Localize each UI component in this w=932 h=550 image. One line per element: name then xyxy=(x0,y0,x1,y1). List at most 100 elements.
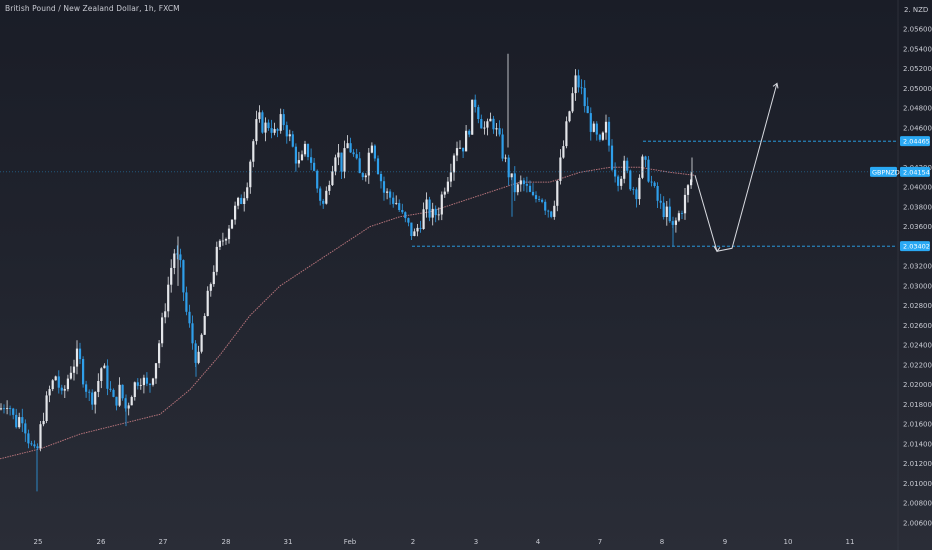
candle-body xyxy=(601,132,604,140)
candle-body xyxy=(282,114,285,126)
candle xyxy=(468,129,471,138)
candle xyxy=(358,152,361,174)
candle xyxy=(389,189,392,205)
candle-body xyxy=(21,417,24,424)
candle-body xyxy=(30,443,33,445)
candle xyxy=(495,123,498,137)
candle xyxy=(54,375,57,381)
candle xyxy=(15,408,18,429)
candle-body xyxy=(316,170,319,189)
candle xyxy=(477,104,480,124)
candle-body xyxy=(267,122,270,129)
candle xyxy=(538,195,541,202)
candle-body xyxy=(9,408,12,409)
symbol-badge[interactable] xyxy=(870,166,897,177)
x-tick-label: 26 xyxy=(97,538,106,546)
candle xyxy=(170,259,173,293)
candle xyxy=(614,162,617,183)
candle-body xyxy=(179,254,182,261)
candle xyxy=(598,133,601,142)
candle xyxy=(428,196,431,222)
candle xyxy=(313,158,316,172)
price-badge[interactable] xyxy=(900,136,930,147)
candle-body xyxy=(94,391,97,405)
candle-body xyxy=(598,134,601,140)
candle xyxy=(255,110,258,145)
candle xyxy=(653,181,656,188)
candle xyxy=(319,186,322,206)
candle xyxy=(291,130,294,148)
candle-body xyxy=(452,155,456,173)
candle xyxy=(145,372,148,387)
candle xyxy=(91,389,94,410)
candle xyxy=(230,219,234,230)
candle xyxy=(489,112,492,122)
candle-body xyxy=(182,260,185,293)
candle-body xyxy=(164,311,167,318)
candle-body xyxy=(492,118,495,130)
candle xyxy=(644,155,647,168)
candle xyxy=(373,144,376,162)
candle-body xyxy=(145,377,148,384)
candle xyxy=(674,217,677,233)
candle-body xyxy=(641,156,644,178)
candle xyxy=(480,114,483,129)
candle-body xyxy=(650,181,653,183)
x-tick-label: 7 xyxy=(598,538,602,546)
candle xyxy=(325,186,328,205)
candle xyxy=(75,340,79,375)
candle xyxy=(595,121,598,141)
y-tick-label: 2.05600 xyxy=(903,26,932,34)
candle xyxy=(12,407,15,420)
projection-path[interactable] xyxy=(694,83,778,252)
candle xyxy=(574,69,577,101)
candle-body xyxy=(240,197,243,204)
candle xyxy=(297,151,300,168)
candle xyxy=(607,117,611,152)
candle xyxy=(191,315,194,350)
candle xyxy=(610,139,614,172)
candle-body xyxy=(620,178,623,186)
candle-body xyxy=(197,351,200,363)
candle-body xyxy=(553,205,556,217)
candle-body xyxy=(422,209,425,229)
candle-body xyxy=(531,191,535,196)
candle xyxy=(617,174,620,192)
candle xyxy=(154,363,158,384)
candle-body xyxy=(541,199,544,202)
x-tick-label: 9 xyxy=(723,538,727,546)
candle-body xyxy=(346,143,349,149)
x-tick-label: 8 xyxy=(660,538,664,546)
candle xyxy=(310,148,313,171)
candle-body xyxy=(571,93,574,112)
candle-body xyxy=(170,267,173,285)
candle-body xyxy=(109,388,112,390)
candle xyxy=(258,105,261,123)
candle xyxy=(115,396,118,411)
y-tick-label: 2.02400 xyxy=(903,342,932,350)
candle xyxy=(133,381,136,401)
chart-title: British Pound / New Zealand Dollar, 1h, … xyxy=(5,4,180,13)
y-tick-label: 2.05000 xyxy=(903,85,932,93)
candle xyxy=(507,154,510,186)
candle xyxy=(206,286,209,317)
candle-body xyxy=(623,160,626,179)
candle xyxy=(422,202,425,230)
candle xyxy=(437,207,440,221)
current-price-badge[interactable] xyxy=(900,166,930,177)
candle xyxy=(82,356,85,388)
candle-body xyxy=(626,160,629,171)
candle-body xyxy=(340,152,343,172)
candle xyxy=(528,180,532,193)
price-badge[interactable] xyxy=(900,241,930,252)
candle xyxy=(550,210,553,219)
candle xyxy=(276,127,279,138)
candle xyxy=(419,220,422,233)
candle xyxy=(200,333,203,354)
candle xyxy=(0,403,3,411)
candle xyxy=(516,182,519,196)
y-tick-label: 2.00600 xyxy=(903,520,932,528)
candle xyxy=(401,203,404,214)
